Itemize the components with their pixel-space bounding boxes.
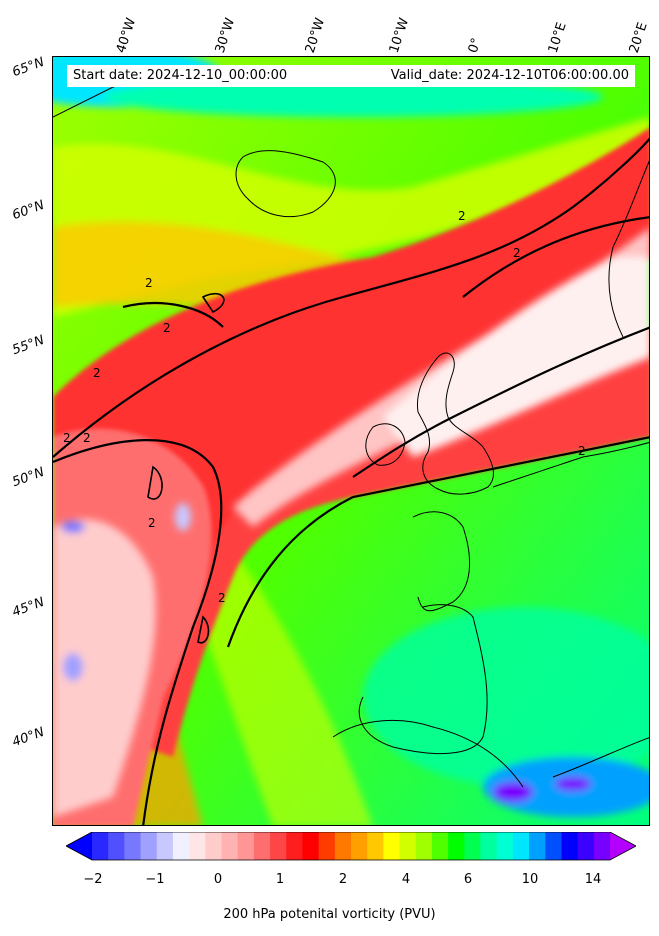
colorbar-swatch xyxy=(464,832,481,860)
colorbar-tick: 2 xyxy=(338,872,348,887)
colorbar-swatch xyxy=(108,832,125,860)
lon-label-20e: 20°E xyxy=(626,20,651,55)
colorbar-swatch xyxy=(367,832,384,860)
colorbar-swatch xyxy=(351,832,368,860)
lon-label-30w: 30°W xyxy=(212,16,239,55)
lon-label-10e: 10°E xyxy=(545,20,570,55)
colorbar-extend-min xyxy=(66,832,92,860)
lat-label-45n: 45°N xyxy=(10,594,47,621)
colorbar-tick: 10 xyxy=(521,872,539,887)
colorbar-swatch xyxy=(124,832,142,860)
valid-date-text: Valid_date: 2024-12-10T06:00:00.00 xyxy=(390,68,629,83)
lat-label-50n: 50°N xyxy=(10,464,47,491)
colorbar-tick: 1 xyxy=(275,872,285,887)
contour-label: 2 xyxy=(458,209,466,223)
colorbar-swatch xyxy=(529,832,546,860)
colorbar-tick: −1 xyxy=(145,872,165,887)
colorbar-swatch xyxy=(92,832,109,860)
lat-label-55n: 55°N xyxy=(10,332,47,359)
colorbar-swatch xyxy=(286,832,303,860)
colorbar-swatch xyxy=(496,832,514,860)
lon-label-40w: 40°W xyxy=(113,16,140,55)
contour-label: 2 xyxy=(513,246,521,260)
colorbar-swatch xyxy=(253,832,271,860)
pv-map: 2 2 2 2 2 2 2 2 2 2 xyxy=(52,56,650,826)
date-info-bar: Start date: 2024-12-10_00:00:00 Valid_da… xyxy=(67,65,635,87)
colorbar-swatch xyxy=(480,832,498,860)
colorbar-swatch xyxy=(237,832,255,860)
colorbar-swatch xyxy=(189,832,206,860)
pv-field-svg: 2 2 2 2 2 2 2 2 2 2 xyxy=(53,57,649,825)
contour-label: 2 xyxy=(145,276,153,290)
colorbar-swatch xyxy=(383,832,401,860)
colorbar-tick: 14 xyxy=(584,872,602,887)
colorbar xyxy=(66,832,636,861)
contour-label: 2 xyxy=(163,321,171,335)
colorbar-swatch xyxy=(561,832,579,860)
lat-label-65n: 65°N xyxy=(10,54,47,81)
colorbar-swatch xyxy=(577,832,595,860)
colorbar-swatch xyxy=(334,832,352,860)
colorbar-swatch xyxy=(545,832,562,860)
start-date-text: Start date: 2024-12-10_00:00:00 xyxy=(73,68,288,83)
colorbar-swatch xyxy=(593,832,611,860)
colorbar-swatch xyxy=(415,832,433,860)
colorbar-swatch xyxy=(448,832,465,860)
colorbar-swatch xyxy=(172,832,190,860)
colorbar-tick: −2 xyxy=(83,872,103,887)
colorbar-swatch xyxy=(156,832,174,860)
lon-label-20w: 20°W xyxy=(302,16,329,55)
contour-label: 2 xyxy=(83,431,91,445)
lon-label-10w: 10°W xyxy=(386,16,413,55)
colorbar-swatch xyxy=(140,832,158,860)
contour-label: 2 xyxy=(578,444,586,458)
colorbar-extend-max xyxy=(610,832,636,860)
colorbar-tick: 6 xyxy=(463,872,473,887)
colorbar-swatch xyxy=(270,832,287,860)
colorbar-swatch xyxy=(302,832,320,860)
colorbar-swatch xyxy=(205,832,222,860)
colorbar-swatch xyxy=(318,832,336,860)
colorbar-outline xyxy=(66,832,636,861)
contour-label: 2 xyxy=(63,431,71,445)
lon-label-0: 0° xyxy=(465,36,485,55)
contour-label: 2 xyxy=(93,366,101,380)
colorbar-swatch xyxy=(399,832,417,860)
contour-label: 2 xyxy=(148,516,156,530)
colorbar-tick: 0 xyxy=(213,872,223,887)
colorbar-swatch xyxy=(221,832,239,860)
colorbar-tick: 4 xyxy=(401,872,411,887)
lat-label-60n: 60°N xyxy=(10,197,47,224)
colorbar-swatch xyxy=(512,832,530,860)
colorbar-title: 200 hPa potenital vorticity (PVU) xyxy=(223,907,436,922)
lat-label-40n: 40°N xyxy=(10,724,47,751)
colorbar-swatch xyxy=(431,832,449,860)
contour-label: 2 xyxy=(218,591,226,605)
